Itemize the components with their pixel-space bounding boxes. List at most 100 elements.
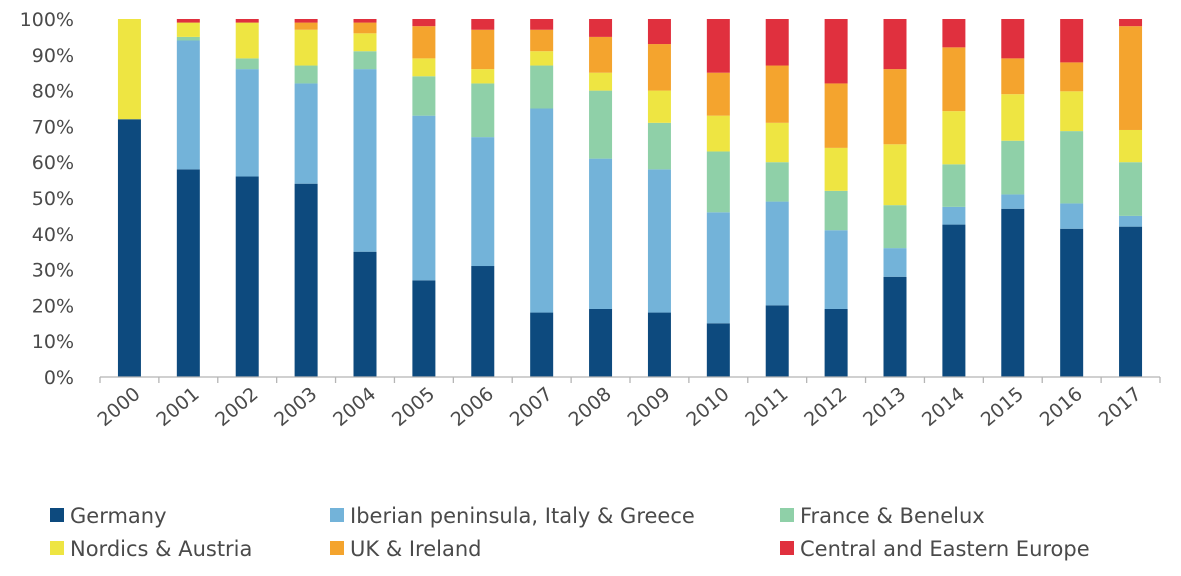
bar-segment [706,151,730,213]
bar-segment [412,115,436,281]
x-tick-label: 2006 [447,383,498,431]
bar-segment [1060,19,1084,63]
bar-segment [176,36,200,41]
bar-segment [412,26,436,59]
bar-segment [1001,94,1025,141]
bar-segment [883,19,907,70]
bar-segment [706,19,730,73]
x-tick-label: 2013 [859,383,910,431]
bar-segment [1060,203,1084,229]
bar-segment [412,280,436,377]
y-tick-label: 90% [32,45,74,67]
bar-segment [1060,131,1084,204]
bar-segment [647,122,671,170]
legend-label: Nordics & Austria [70,537,252,561]
bar-segment [471,19,495,30]
bar-segment [530,65,554,109]
bar-segment [353,251,377,377]
x-tick-label: 2001 [152,383,203,431]
bar-segment [294,183,318,377]
bar-segment [235,58,259,70]
legend-swatch [780,541,794,555]
legend: Germany Iberian peninsula, Italy & Greece… [50,504,1090,561]
bar-segment [706,323,730,377]
bar-segment [471,266,495,377]
bar-segment [942,19,966,48]
bar-segment [294,65,318,84]
bar-segment [1060,62,1084,92]
bar-segment [412,19,436,27]
bar-segment [765,65,789,123]
bar-segment [1119,215,1143,227]
legend-label: France & Benelux [800,504,985,528]
legend-label: Central and Eastern Europe [800,537,1090,561]
legend-label: Iberian peninsula, Italy & Greece [350,504,695,528]
y-tick-label: 10% [32,331,74,353]
bar-segment [353,33,377,52]
bar-segment [765,122,789,163]
bar-segment [294,22,318,30]
bar-segment [942,164,966,207]
bar-segment [353,19,377,23]
bar-segment [176,40,200,170]
bar-segment [883,205,907,249]
bar-segment [353,22,377,34]
bar-segment [824,230,848,309]
x-tick-label: 2011 [741,383,792,431]
y-tick-label: 30% [32,260,74,282]
bar-segment [530,51,554,66]
y-tick-label: 100% [20,9,74,31]
bar-segment [176,19,200,23]
bar-segment [647,44,671,91]
bar-segment [412,76,436,116]
legend-swatch [330,541,344,555]
bar-segment [1001,194,1025,209]
bar-segment [1060,228,1084,377]
y-axis: 0% 10% 20% 30% 40% 50% 60% 70% 80% 90% 100% [20,9,74,389]
bar-segment [824,190,848,231]
y-tick-label: 70% [32,116,74,138]
bar-segment [765,162,789,202]
bar-segment [471,83,495,138]
bar-segment [1001,58,1025,95]
bar-segment [942,47,966,112]
legend-swatch [50,541,64,555]
bar-segment [353,69,377,252]
x-tick-label: 2016 [1036,383,1087,431]
x-tick-label: 2010 [682,383,733,431]
bar-segment [942,111,966,165]
bar-segment [706,212,730,324]
bar-segment [589,90,613,159]
bar-segment [824,147,848,191]
bar-segment [589,308,613,377]
legend-swatch [780,508,794,522]
bar-segment [1001,19,1025,59]
y-tick-label: 50% [32,188,74,210]
bar-segment [1119,129,1143,163]
y-tick-label: 60% [32,152,74,174]
y-tick-label: 40% [32,224,74,246]
bar-segment [883,144,907,206]
bar-segment [530,29,554,52]
x-tick-label: 2004 [329,383,380,431]
bar-segment [883,276,907,377]
y-tick-label: 20% [32,295,74,317]
bar-segment [294,29,318,66]
bar-segment [412,58,436,77]
bar-segment [294,19,318,23]
bar-segment [824,19,848,84]
bar-segment [471,137,495,267]
bar-segment [589,19,613,37]
bar-segment [235,176,259,377]
bar-segment [647,90,671,123]
bar-segment [1001,140,1025,195]
bar-segment [176,22,200,37]
x-tick-label: 2003 [270,383,321,431]
x-tick-label: 2005 [388,383,439,431]
x-tick-label: 2015 [977,383,1028,431]
x-tick-label: 2008 [565,383,616,431]
bar-segment [942,206,966,225]
bar-segment [117,119,141,378]
bar-segment [824,83,848,148]
